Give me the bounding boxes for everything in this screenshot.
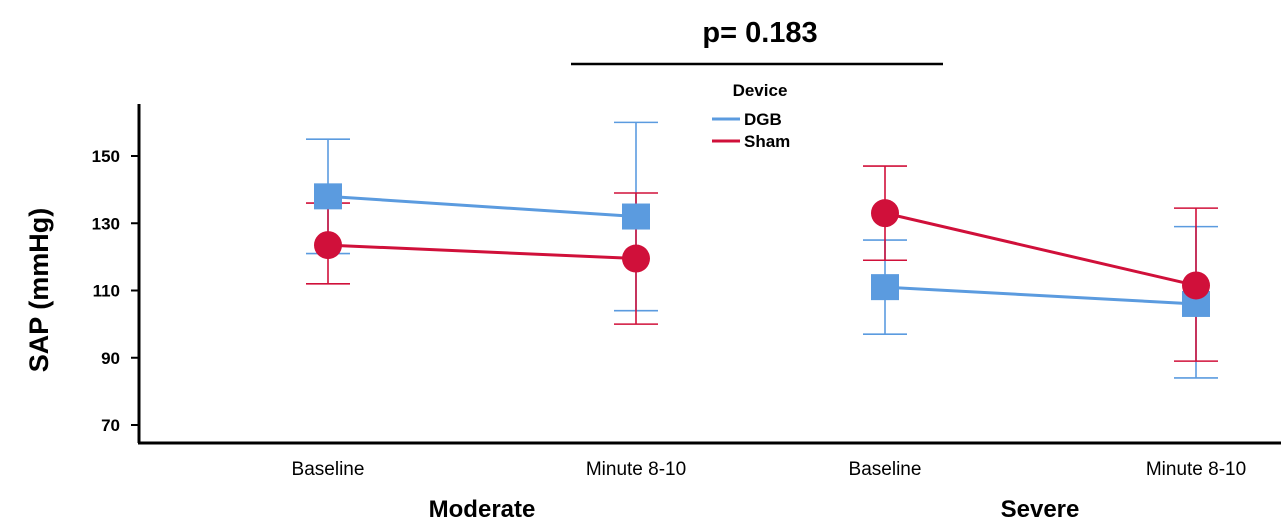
series-line-dgb: [884, 285, 1197, 306]
legend: Device DGB Sham: [712, 81, 790, 151]
group-label-severe: Severe: [1001, 496, 1080, 520]
x-tick-label: Minute 8-10: [1146, 459, 1246, 480]
series-line-dgb: [327, 194, 637, 219]
group-labels: Moderate Severe: [429, 496, 1080, 520]
y-ticks: 70 90 110 130 150: [92, 147, 139, 435]
point-dgb: [314, 183, 342, 210]
point-sham: [314, 231, 342, 260]
y-tick-label: 110: [93, 282, 120, 301]
series-line-sham: [884, 211, 1197, 287]
point-sham: [1182, 271, 1210, 300]
y-tick-label: 150: [92, 147, 120, 166]
y-tick-label: 70: [101, 416, 120, 435]
x-ticks: Baseline Minute 8-10 Baseline Minute 8-10: [292, 459, 1247, 480]
y-tick-label: 90: [101, 349, 120, 368]
y-tick-label: 130: [92, 214, 120, 233]
legend-title: Device: [733, 81, 788, 100]
annotation-text: p= 0.183: [702, 17, 817, 49]
point-sham: [871, 199, 899, 228]
x-tick-label: Minute 8-10: [586, 459, 686, 480]
point-dgb: [871, 274, 899, 301]
point-sham: [622, 244, 650, 273]
legend-label-sham: Sham: [744, 132, 790, 151]
series-markers: [314, 183, 1210, 317]
y-axis-label: SAP (mmHg): [24, 208, 54, 373]
series-line-sham: [327, 243, 637, 261]
legend-label-dgb: DGB: [744, 110, 782, 129]
point-dgb: [622, 203, 650, 230]
series-lines: [327, 194, 1197, 306]
x-tick-label: Baseline: [292, 459, 365, 480]
group-label-moderate: Moderate: [429, 496, 536, 520]
x-tick-label: Baseline: [849, 459, 922, 480]
